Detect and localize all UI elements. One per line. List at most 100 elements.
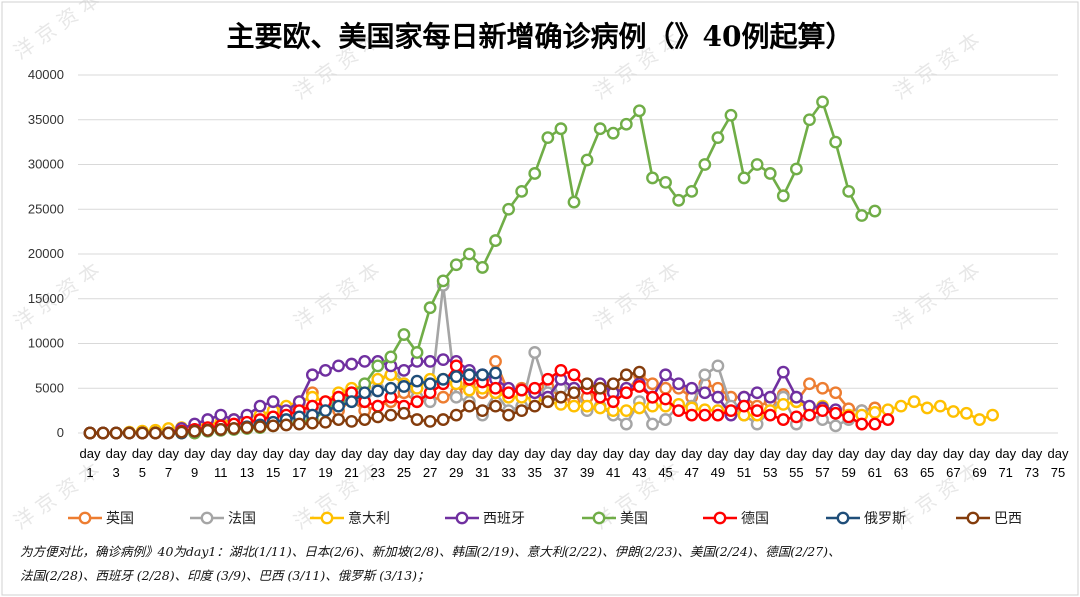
data-point xyxy=(423,377,437,391)
data-point xyxy=(868,406,882,419)
data-point xyxy=(515,383,529,397)
data-point xyxy=(449,258,463,272)
data-point xyxy=(829,135,843,149)
data-point xyxy=(776,189,790,203)
footnote-line-1: 为方便对比，确诊病例》40为day1：湖北(1/11)、日本(2/6)、新加坡(… xyxy=(20,544,841,559)
data-point xyxy=(489,366,502,380)
data-point xyxy=(476,261,489,274)
x-tick-label: day 47 xyxy=(681,446,702,480)
legend-item: 西班牙 xyxy=(445,511,525,527)
data-point xyxy=(659,381,672,395)
data-point xyxy=(332,413,345,426)
data-point xyxy=(462,399,476,413)
data-point xyxy=(868,204,882,218)
x-tick-label: day 5 xyxy=(132,446,153,480)
legend-marker xyxy=(320,511,334,525)
data-point xyxy=(711,408,725,422)
data-point xyxy=(423,354,437,368)
data-point xyxy=(305,416,319,430)
data-point xyxy=(423,414,437,428)
data-point xyxy=(672,404,686,418)
data-point xyxy=(541,372,555,386)
data-point xyxy=(83,426,97,440)
y-tick-label: 30000 xyxy=(28,157,64,172)
x-tick-label: day 1 xyxy=(80,446,101,480)
data-point xyxy=(698,368,712,382)
data-point xyxy=(816,381,829,395)
y-tick-label: 0 xyxy=(57,425,64,440)
data-point xyxy=(96,426,110,440)
data-point xyxy=(633,365,646,379)
y-tick-label: 35000 xyxy=(28,112,64,127)
data-point xyxy=(986,408,999,422)
legend-label: 俄罗斯 xyxy=(864,511,906,527)
data-point xyxy=(384,381,398,395)
x-tick-label: day 23 xyxy=(367,446,388,480)
data-point xyxy=(580,377,594,391)
x-tick-label: day 35 xyxy=(524,446,545,480)
x-tick-label: day 15 xyxy=(263,446,284,480)
x-tick-label: day 73 xyxy=(1021,446,1042,480)
data-point xyxy=(515,184,529,198)
data-point xyxy=(606,395,620,409)
legend-marker xyxy=(966,511,980,525)
data-point xyxy=(829,419,843,433)
data-point xyxy=(528,381,542,395)
legend-item: 意大利 xyxy=(310,510,390,527)
data-point xyxy=(633,401,646,415)
legend-marker xyxy=(455,511,469,525)
series-line xyxy=(90,358,836,435)
legend-marker xyxy=(836,511,850,525)
data-point xyxy=(319,404,332,418)
data-point xyxy=(371,410,385,424)
data-point xyxy=(410,346,424,359)
data-point xyxy=(462,247,476,261)
y-tick-label: 40000 xyxy=(28,67,64,82)
data-point xyxy=(502,386,515,400)
data-point xyxy=(476,404,489,418)
series-巴西 xyxy=(83,365,646,440)
x-tick-label: day 17 xyxy=(289,446,310,480)
data-point xyxy=(332,359,345,373)
series-layer xyxy=(83,95,999,440)
data-point xyxy=(750,386,764,400)
data-point xyxy=(292,417,306,431)
x-tick-label: day 9 xyxy=(184,446,205,480)
data-point xyxy=(593,401,607,415)
data-point xyxy=(816,404,829,418)
data-point xyxy=(397,380,411,393)
x-tick-label: day 63 xyxy=(891,446,912,480)
data-point xyxy=(750,158,764,171)
data-point xyxy=(763,408,777,422)
data-point xyxy=(371,372,385,386)
data-point xyxy=(698,158,712,171)
data-point xyxy=(619,368,633,382)
legend-item: 俄罗斯 xyxy=(826,511,906,527)
data-point xyxy=(724,404,738,418)
data-point xyxy=(528,399,542,413)
data-point xyxy=(907,395,921,409)
y-tick-label: 10000 xyxy=(28,336,64,351)
data-point xyxy=(855,417,869,431)
legend-item: 美国 xyxy=(582,511,648,527)
legend-label: 巴西 xyxy=(994,511,1022,527)
x-tick-label: day 3 xyxy=(106,446,127,480)
data-point xyxy=(135,426,149,440)
data-point xyxy=(528,167,542,180)
x-tick-label: day 75 xyxy=(1048,446,1069,480)
data-point xyxy=(606,126,620,140)
data-point xyxy=(266,395,280,409)
legend-label: 德国 xyxy=(741,511,769,527)
x-tick-label: day 41 xyxy=(603,446,624,480)
data-point xyxy=(423,301,437,315)
data-point xyxy=(816,95,829,109)
data-point xyxy=(776,397,790,411)
data-point xyxy=(227,422,241,435)
data-point xyxy=(946,405,960,418)
data-point xyxy=(502,408,515,422)
data-point xyxy=(489,234,502,247)
data-point xyxy=(214,423,228,436)
